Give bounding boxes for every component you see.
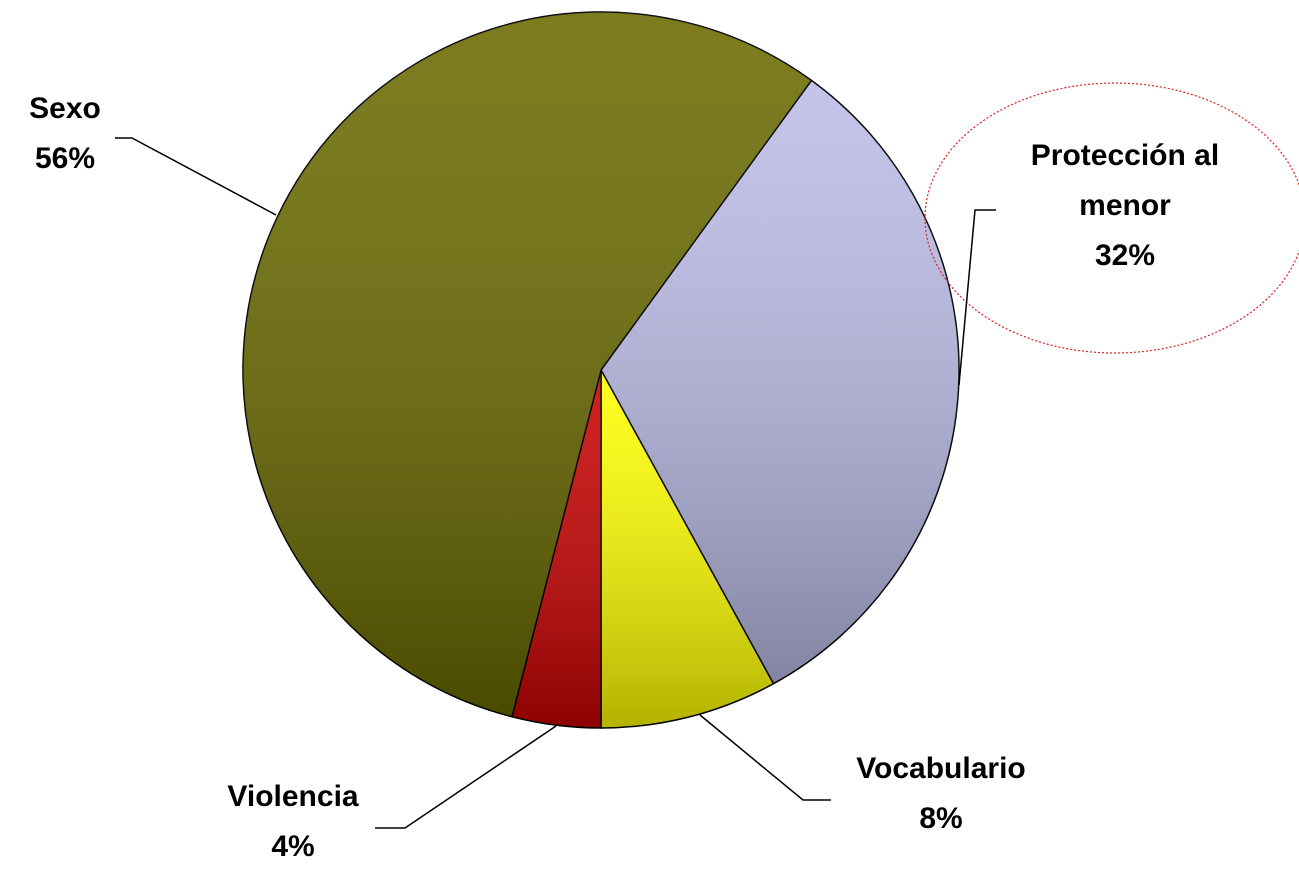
- leader-line: [375, 725, 557, 829]
- slice-value-label: 4%: [271, 830, 314, 863]
- leader-line: [958, 209, 996, 386]
- leader-line: [699, 714, 831, 801]
- slice-value-label: 32%: [1095, 239, 1155, 272]
- slice-label: Violencia: [227, 780, 358, 813]
- slice-shade: [601, 370, 774, 728]
- slice-label: Protección al menor: [1031, 139, 1219, 222]
- slice-shade: [601, 80, 960, 684]
- slice-value-label: 8%: [919, 802, 962, 835]
- slice-shade: [242, 11, 812, 717]
- slice-value-label: 56%: [35, 142, 95, 175]
- slice-label: Sexo: [29, 92, 101, 125]
- leader-line: [115, 137, 277, 216]
- slices: [242, 11, 960, 729]
- labels: Protección al menor 32% Vocabulario 8% Violen…: [29, 92, 1219, 863]
- slice-label: Vocabulario: [856, 752, 1025, 785]
- highlight-ellipse: [924, 82, 1299, 354]
